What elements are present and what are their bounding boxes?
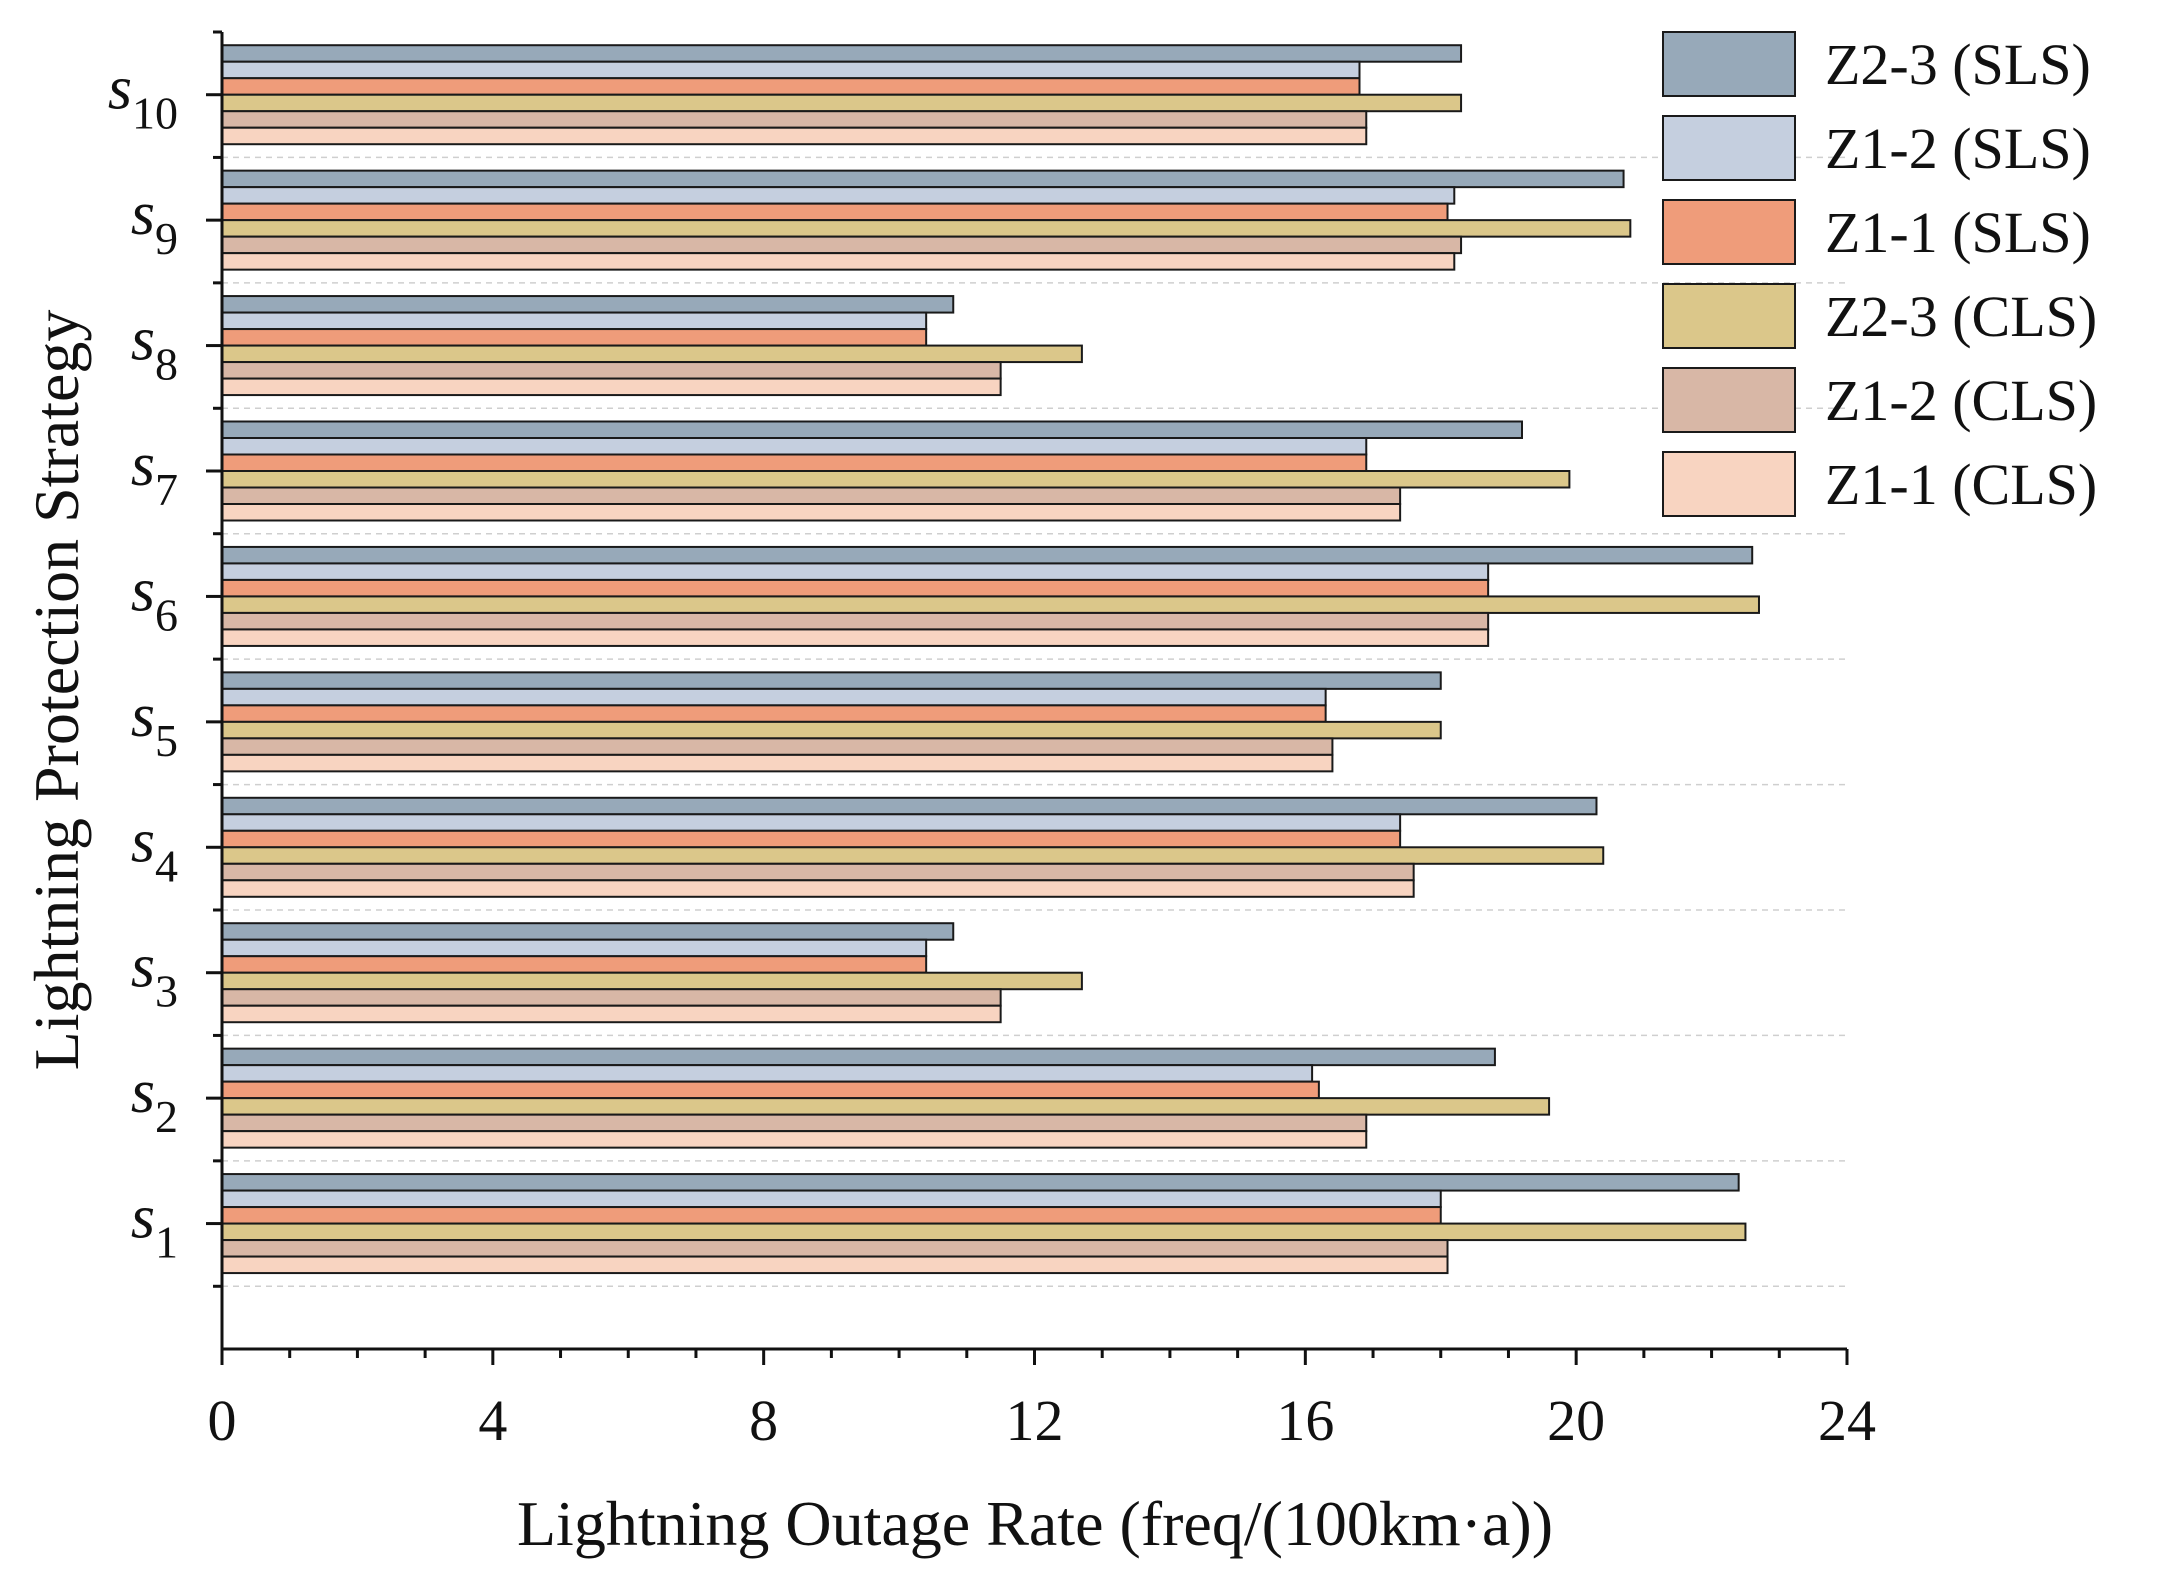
bar-s9-5 bbox=[221, 235, 1463, 255]
bar-s7-3 bbox=[221, 453, 1368, 472]
bar-s7-4 bbox=[221, 470, 1571, 489]
legend-swatch bbox=[1662, 451, 1796, 517]
bar-s5-1 bbox=[221, 671, 1442, 690]
bar-s9-6 bbox=[221, 252, 1456, 271]
x-ticks: 0 4 8 12 16 20 24 bbox=[208, 1349, 1876, 1453]
legend-label: Z1-2 (SLS) bbox=[1825, 116, 2091, 181]
legend-label: Z2-3 (CLS) bbox=[1825, 284, 2097, 349]
bar-s1-4 bbox=[221, 1222, 1747, 1242]
bar-s3-6 bbox=[221, 1004, 1002, 1024]
bar-s8-4 bbox=[221, 344, 1083, 364]
y-tick-label-s8: s8 bbox=[131, 306, 178, 390]
bar-s1-1 bbox=[221, 1173, 1740, 1192]
bar-s10-2 bbox=[221, 60, 1361, 80]
bars-layer bbox=[221, 44, 1760, 1275]
y-tick-label-s5: s5 bbox=[131, 682, 178, 766]
bar-s8-2 bbox=[221, 311, 928, 331]
y-tick-label-s6: s6 bbox=[131, 556, 178, 640]
bar-s10-1 bbox=[221, 44, 1463, 63]
legend-label: Z2-3 (SLS) bbox=[1825, 32, 2091, 97]
y-axis-title: Lightning Protection Strategy bbox=[21, 310, 92, 1071]
bar-s4-3 bbox=[221, 829, 1402, 849]
bar-s9-4 bbox=[221, 219, 1632, 238]
x-tick-label: 20 bbox=[1547, 1388, 1605, 1453]
bar-s5-4 bbox=[221, 720, 1442, 740]
bar-s5-2 bbox=[221, 687, 1327, 707]
x-tick-label: 12 bbox=[1006, 1388, 1064, 1453]
bar-s3-2 bbox=[221, 938, 928, 958]
bar-s6-4 bbox=[221, 595, 1760, 614]
bar-s9-3 bbox=[221, 202, 1449, 222]
bar-s1-2 bbox=[221, 1189, 1442, 1209]
x-tick-label: 0 bbox=[208, 1388, 237, 1453]
bar-s10-5 bbox=[221, 110, 1368, 129]
legend-swatch bbox=[1662, 31, 1796, 97]
y-tick-label-s4: s4 bbox=[131, 807, 178, 891]
bar-s8-1 bbox=[221, 295, 955, 314]
bar-s7-2 bbox=[221, 437, 1368, 456]
bar-s10-3 bbox=[221, 77, 1361, 96]
x-tick-label: 16 bbox=[1276, 1388, 1334, 1453]
bar-s4-4 bbox=[221, 846, 1605, 865]
x-axis-title: Lightning Outage Rate (freq/(100km·a)) bbox=[517, 1488, 1553, 1559]
legend-label: Z1-1 (CLS) bbox=[1825, 452, 2097, 517]
bar-s9-1 bbox=[221, 169, 1625, 189]
legend-swatch bbox=[1662, 115, 1796, 181]
y-tick-label-s10: s10 bbox=[108, 55, 178, 139]
bar-s6-1 bbox=[221, 545, 1754, 565]
legend-swatch bbox=[1662, 283, 1796, 349]
bar-s1-3 bbox=[221, 1206, 1442, 1225]
y-tick-label-s2: s2 bbox=[131, 1058, 178, 1142]
bar-s7-5 bbox=[221, 486, 1402, 505]
bar-s9-2 bbox=[221, 186, 1456, 205]
y-ticks: s1 s2 s3 s4 s5 s6 s7 s8 s9 s10 bbox=[108, 30, 222, 1288]
bar-s3-1 bbox=[221, 922, 955, 941]
bar-s2-2 bbox=[221, 1064, 1314, 1083]
x-tick-label: 4 bbox=[478, 1388, 507, 1453]
x-tick-label: 24 bbox=[1818, 1388, 1876, 1453]
bar-s2-4 bbox=[221, 1097, 1551, 1116]
bar-s10-6 bbox=[221, 126, 1368, 146]
bar-s4-6 bbox=[221, 879, 1415, 898]
bar-s10-4 bbox=[221, 93, 1463, 113]
legend: Z2-3 (SLS) Z1-2 (SLS) Z1-1 (SLS) Z2-3 (CLS)… bbox=[1662, 31, 2097, 517]
legend-swatch bbox=[1662, 367, 1796, 433]
bar-s4-2 bbox=[221, 813, 1402, 832]
legend-label: Z1-2 (CLS) bbox=[1825, 368, 2097, 433]
bar-s7-1 bbox=[221, 420, 1523, 439]
bar-s5-6 bbox=[221, 753, 1334, 773]
y-tick-label-s1: s1 bbox=[131, 1184, 178, 1268]
bar-s2-1 bbox=[221, 1047, 1496, 1067]
bar-s6-6 bbox=[221, 628, 1490, 647]
legend-label: Z1-1 (SLS) bbox=[1825, 200, 2091, 265]
bar-s4-1 bbox=[221, 796, 1598, 816]
bar-s2-6 bbox=[221, 1130, 1368, 1149]
bar-s8-6 bbox=[221, 377, 1002, 397]
bar-s1-6 bbox=[221, 1255, 1449, 1275]
grid-layer bbox=[222, 156, 1847, 1288]
bar-s6-5 bbox=[221, 611, 1490, 631]
y-tick-label-s7: s7 bbox=[131, 431, 178, 515]
bar-s5-3 bbox=[221, 704, 1327, 723]
legend-swatch bbox=[1662, 199, 1796, 265]
bar-s4-5 bbox=[221, 862, 1415, 882]
y-tick-label-s9: s9 bbox=[131, 180, 178, 264]
bar-s3-3 bbox=[221, 955, 928, 974]
bar-s1-5 bbox=[221, 1239, 1449, 1258]
bar-s8-5 bbox=[221, 361, 1002, 380]
x-tick-label: 8 bbox=[749, 1388, 778, 1453]
bar-s8-3 bbox=[221, 328, 928, 347]
bar-s7-6 bbox=[221, 503, 1402, 522]
bar-s3-5 bbox=[221, 988, 1002, 1007]
bar-s6-3 bbox=[221, 578, 1490, 598]
bar-s3-4 bbox=[221, 971, 1083, 991]
bar-s2-5 bbox=[221, 1113, 1368, 1133]
bar-s6-2 bbox=[221, 562, 1490, 581]
bar-s5-5 bbox=[221, 737, 1334, 756]
bar-s2-3 bbox=[221, 1080, 1320, 1100]
y-tick-label-s3: s3 bbox=[131, 933, 178, 1017]
